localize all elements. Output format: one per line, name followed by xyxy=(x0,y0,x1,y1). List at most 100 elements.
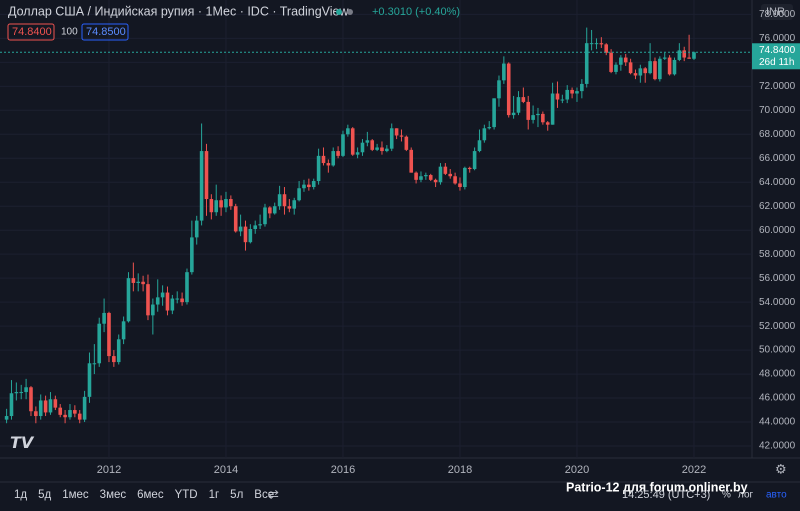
clock: 14:25:49 (UTC+3) xyxy=(622,489,710,501)
ask[interactable]: 74.8500 xyxy=(86,26,126,38)
candle-body xyxy=(190,237,194,273)
candle-body xyxy=(565,89,570,100)
candle-body xyxy=(506,63,511,116)
y-tick-label: 58.0000 xyxy=(759,249,796,260)
candle-body xyxy=(409,149,414,173)
ask-box[interactable] xyxy=(81,23,129,41)
candle-body xyxy=(146,284,150,316)
candle-body xyxy=(653,61,657,80)
candle-body xyxy=(492,98,496,128)
timeframe-button[interactable]: 3мес xyxy=(100,489,127,501)
candle-body xyxy=(58,407,63,415)
plot-area xyxy=(0,0,752,458)
candle-body xyxy=(463,167,467,188)
candle-body xyxy=(194,220,199,238)
scale-button[interactable]: % xyxy=(722,490,731,501)
x-tick-label: 2018 xyxy=(448,464,472,476)
candle-body xyxy=(389,128,394,149)
candle-body xyxy=(350,128,355,155)
candle-body xyxy=(589,43,594,45)
timeframe-button[interactable]: YTD xyxy=(175,489,198,501)
candle-body xyxy=(472,151,477,170)
candle-body xyxy=(482,128,487,141)
candle-body xyxy=(331,151,336,166)
candle-body xyxy=(253,225,258,229)
candle-body xyxy=(68,410,72,418)
candle-body xyxy=(199,151,204,221)
candle-body xyxy=(165,292,170,311)
timeframe-button[interactable]: 5д xyxy=(38,489,51,501)
y-tick-label: 60.0000 xyxy=(759,225,796,236)
candle-body xyxy=(662,57,667,59)
candle-body xyxy=(433,179,438,183)
candle-body xyxy=(24,387,28,393)
candle-body xyxy=(467,167,472,170)
candle-body xyxy=(38,400,43,417)
currency[interactable]: INR xyxy=(766,6,785,18)
timeframe-button[interactable]: 6мес xyxy=(137,489,164,501)
y-tick-label: 66.0000 xyxy=(759,153,796,164)
candle-body xyxy=(14,392,19,394)
candle-body xyxy=(355,152,360,155)
candle-body xyxy=(263,207,267,225)
candle-body xyxy=(443,166,448,174)
candle-body xyxy=(365,140,370,143)
candle-body xyxy=(282,194,287,207)
candle-body xyxy=(648,61,652,74)
scale-button[interactable]: лог xyxy=(738,490,754,501)
candle-body xyxy=(394,128,399,136)
candle-body xyxy=(29,387,33,412)
candle-body xyxy=(370,140,375,150)
candle-body xyxy=(560,99,565,101)
date-range-icon[interactable]: ⇄ xyxy=(268,486,279,501)
candle-body xyxy=(238,226,243,232)
candle-body xyxy=(604,44,609,53)
candle-body xyxy=(326,163,331,166)
candle-body xyxy=(584,43,589,84)
timeframe-button[interactable]: 5л xyxy=(230,489,243,501)
timeframe-button[interactable]: 1г xyxy=(209,489,220,501)
candle-body xyxy=(545,122,550,125)
bid[interactable]: 74.8400 xyxy=(12,26,52,38)
candle-body xyxy=(316,155,321,182)
candle-body xyxy=(414,172,418,180)
candle-body xyxy=(594,43,599,45)
candle-body xyxy=(160,292,165,298)
candle-body xyxy=(155,297,160,305)
candle-body xyxy=(677,50,682,60)
bid-box[interactable] xyxy=(7,23,55,41)
candle-body xyxy=(229,199,233,207)
scale-button[interactable]: авто xyxy=(766,490,787,501)
candle-body xyxy=(672,59,677,75)
candle-body xyxy=(214,200,219,213)
candle-body xyxy=(48,399,53,413)
candle-body xyxy=(575,91,579,94)
candle-body xyxy=(297,188,301,201)
candle-body xyxy=(341,134,345,156)
candle-body xyxy=(219,200,223,208)
currency-box[interactable] xyxy=(761,4,793,20)
y-tick-label: 68.0000 xyxy=(759,129,796,140)
candle-body xyxy=(102,312,106,324)
candle-body xyxy=(77,413,82,420)
candle-body xyxy=(448,173,453,177)
candle-body xyxy=(536,113,540,116)
candle-body xyxy=(692,52,696,59)
last-price-label: 74.8400 xyxy=(759,45,796,56)
logo: 𝙏𝙑 xyxy=(10,435,35,452)
candle-body xyxy=(131,278,136,283)
settings-icon[interactable]: ⚙ xyxy=(775,461,787,476)
watermark: Patrio-12 для forum.onliner.by xyxy=(566,480,748,494)
candle-body xyxy=(458,183,462,188)
candle-body xyxy=(521,97,526,102)
candle-body xyxy=(497,80,501,99)
timeframe-button[interactable]: 1мес xyxy=(62,489,89,501)
candle-body xyxy=(682,50,687,58)
candle-body xyxy=(385,148,389,152)
x-tick-label: 2016 xyxy=(331,464,355,476)
timeframe-button[interactable]: Все xyxy=(254,489,274,501)
candle-body xyxy=(126,278,131,322)
price-change: +0.3010 (+0.40%) xyxy=(372,6,460,18)
y-tick-label: 52.0000 xyxy=(759,321,796,332)
timeframe-button[interactable]: 1д xyxy=(14,489,27,501)
